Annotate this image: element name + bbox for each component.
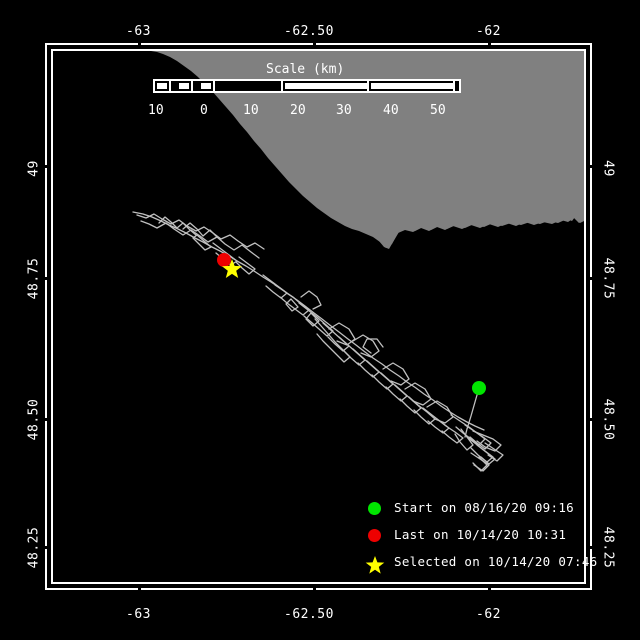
map-canvas [53, 51, 584, 582]
scale-div-30 [367, 81, 369, 91]
y-axis-left-label-2: 48.75 [26, 257, 42, 300]
legend-label-selected: Selected on 10/14/20 07:46 [394, 554, 598, 569]
y-axis-left-label-3: 48.50 [26, 398, 42, 441]
scale-bar [153, 79, 461, 93]
legend-label-last: Last on 10/14/20 10:31 [394, 527, 567, 542]
scale-tick-label-7: 50 [430, 103, 446, 118]
x-tick-top-3 [488, 43, 491, 45]
scale-tick-label-6: 40 [383, 103, 399, 118]
y-axis-right-label-4: 48.25 [600, 526, 616, 569]
scale-tick-label-3: 10 [243, 103, 259, 118]
x-axis-bottom-label-3: -62 [476, 607, 501, 622]
green-circle-icon [364, 497, 386, 519]
landmass-polygon [53, 51, 584, 249]
y-tick-left-4 [45, 546, 47, 549]
scale-seg-c [201, 83, 211, 89]
x-tick-bottom-3 [488, 588, 491, 590]
y-axis-right-label-2: 48.75 [600, 257, 616, 300]
y-axis-left-label-4: 48.25 [26, 526, 42, 569]
y-tick-left-2 [45, 277, 47, 280]
scale-div-10 [281, 81, 283, 91]
scale-tick-label-5: 30 [336, 103, 352, 118]
y-tick-right-3 [590, 418, 592, 421]
drift-track [132, 211, 504, 472]
y-tick-left-3 [45, 418, 47, 421]
marker-start [472, 381, 486, 395]
y-axis-left-label-1: 49 [26, 160, 42, 177]
x-tick-bottom-1 [138, 588, 141, 590]
x-tick-top-2 [313, 43, 316, 45]
y-tick-right-4 [590, 546, 592, 549]
x-axis-bottom-label-1: -63 [126, 607, 151, 622]
x-tick-bottom-2 [313, 588, 316, 590]
scale-seg-30-40b [371, 83, 453, 89]
x-axis-top-label-2: -62.50 [284, 24, 334, 39]
scale-tick-label-1: 10 [148, 103, 164, 118]
y-axis-right-label-1: 49 [600, 160, 616, 177]
scale-seg-b [179, 83, 189, 89]
marker-selected [222, 259, 242, 278]
y-tick-right-1 [590, 165, 592, 168]
scale-tick-label-4: 20 [290, 103, 306, 118]
scale-div-3 [213, 81, 215, 91]
legend-label-start: Start on 08/16/20 09:16 [394, 500, 574, 515]
x-axis-bottom-label-2: -62.50 [284, 607, 334, 622]
scale-bar-title: Scale (km) [266, 62, 345, 77]
legend-item-selected: Selected on 10/14/20 07:46 [364, 548, 597, 575]
y-tick-right-2 [590, 277, 592, 280]
scale-div-40 [453, 81, 455, 91]
x-tick-top-1 [138, 43, 141, 45]
y-tick-left-1 [45, 165, 47, 168]
legend-item-last: Last on 10/14/20 10:31 [364, 521, 597, 548]
legend-item-start: Start on 08/16/20 09:16 [364, 494, 597, 521]
scale-div-1 [169, 81, 171, 91]
scale-div-2 [191, 81, 193, 91]
scale-seg-a [157, 83, 167, 89]
plot-frame-outer [45, 43, 592, 590]
plot-frame-inner [51, 49, 586, 584]
red-circle-icon [364, 524, 386, 546]
y-axis-right-label-3: 48.50 [600, 398, 616, 441]
marker-last [217, 253, 231, 267]
yellow-star-icon [364, 551, 386, 574]
x-axis-top-label-3: -62 [476, 24, 501, 39]
scale-tick-label-2: 0 [200, 103, 208, 118]
x-axis-top-label-1: -63 [126, 24, 151, 39]
legend: Start on 08/16/20 09:16 Last on 10/14/20… [364, 494, 597, 575]
scale-seg-10-20 [285, 83, 367, 89]
